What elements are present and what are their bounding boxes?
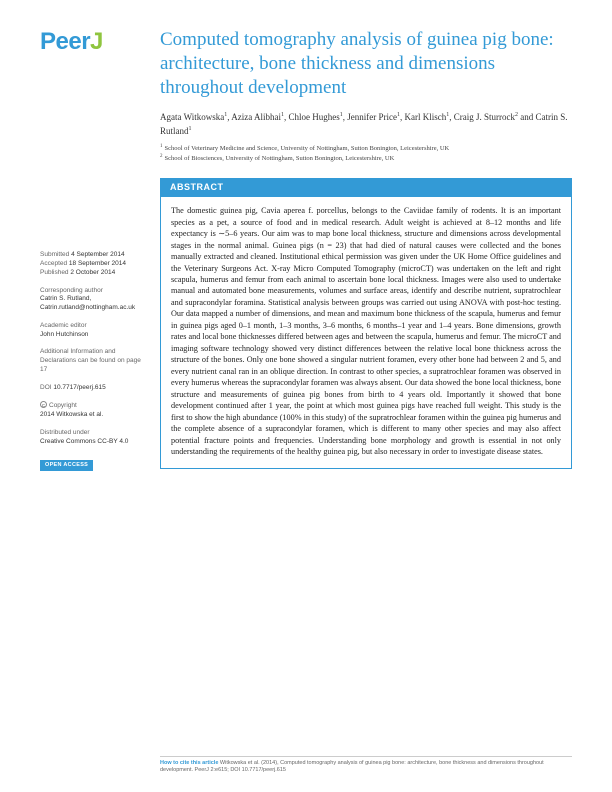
author-aff-sup: 1 (397, 112, 400, 118)
dates-block: Submitted 4 September 2014 Accepted 18 S… (40, 251, 142, 277)
editor-label: Academic editor (40, 322, 142, 331)
sidebar: Submitted 4 September 2014 Accepted 18 S… (40, 111, 142, 471)
distributed-text[interactable]: Creative Commons CC-BY 4.0 (40, 438, 142, 447)
submitted-date: 4 September 2014 (71, 251, 124, 258)
author: Craig J. Sturrock2 (454, 112, 518, 122)
copyright-block: CCopyright 2014 Witkowska et al. (40, 401, 142, 420)
open-access-badge: OPEN ACCESS (40, 460, 93, 471)
editor-block: Academic editor John Hutchinson (40, 322, 142, 340)
copyright-label: Copyright (49, 402, 77, 409)
affiliations-list: 1School of Veterinary Medicine and Scien… (160, 144, 572, 164)
doi-label: DOI (40, 384, 52, 391)
additional-block: Additional Information and Declarations … (40, 348, 142, 374)
license-block: Distributed under Creative Commons CC-BY… (40, 429, 142, 447)
corresponding-name: Catrin S. Rutland, (40, 295, 142, 304)
author: Agata Witkowska1 (160, 112, 227, 122)
cite-label: How to cite this article (160, 760, 218, 766)
author: Chloe Hughes1 (288, 112, 342, 122)
accepted-date: 18 September 2014 (69, 260, 126, 267)
copyright-icon: C (40, 401, 47, 408)
cite-text: Witkowska et al. (2014), Computed tomogr… (160, 760, 544, 773)
author-aff-sup: 1 (224, 112, 227, 118)
main-column: Agata Witkowska1, Aziza Alibhai1, Chloe … (160, 111, 572, 471)
affiliation: 2School of Biosciences, University of No… (160, 154, 572, 164)
published-date: 2 October 2014 (70, 269, 115, 276)
affiliation: 1School of Veterinary Medicine and Scien… (160, 144, 572, 154)
corresponding-block: Corresponding author Catrin S. Rutland, … (40, 287, 142, 313)
logo-part1: Peer (40, 28, 90, 55)
additional-label: Additional Information and Declarations … (40, 348, 142, 374)
published-label: Published (40, 269, 69, 276)
footer-citation: How to cite this article Witkowska et al… (160, 756, 572, 774)
editor-name: John Hutchinson (40, 331, 142, 340)
abstract-header: ABSTRACT (160, 178, 572, 196)
authors-list: Agata Witkowska1, Aziza Alibhai1, Chloe … (160, 111, 572, 138)
distributed-label: Distributed under (40, 429, 142, 438)
affiliation-number: 2 (160, 154, 163, 159)
logo-part2: J (90, 28, 103, 55)
author-aff-sup: 2 (515, 112, 518, 118)
author-aff-sup: 1 (340, 112, 343, 118)
author-aff-sup: 1 (189, 126, 192, 132)
doi-value[interactable]: 10.7717/peerj.615 (53, 384, 105, 391)
author: Karl Klisch1 (404, 112, 449, 122)
submitted-label: Submitted (40, 251, 69, 258)
article-title: Computed tomography analysis of guinea p… (160, 28, 572, 99)
corresponding-email: Catrin.rutland@nottingham.ac.uk (40, 304, 142, 313)
author-aff-sup: 1 (446, 112, 449, 118)
author: Jennifer Price1 (347, 112, 400, 122)
affiliation-number: 1 (160, 144, 163, 149)
abstract-body: The domestic guinea pig, Cavia aperea f.… (160, 196, 572, 469)
corresponding-label: Corresponding author (40, 287, 142, 296)
accepted-label: Accepted (40, 260, 67, 267)
doi-block: DOI 10.7717/peerj.615 (40, 384, 142, 393)
journal-logo: PeerJ (40, 28, 160, 56)
author: Aziza Alibhai1 (231, 112, 284, 122)
copyright-text: 2014 Witkowska et al. (40, 411, 142, 420)
author-aff-sup: 1 (281, 112, 284, 118)
